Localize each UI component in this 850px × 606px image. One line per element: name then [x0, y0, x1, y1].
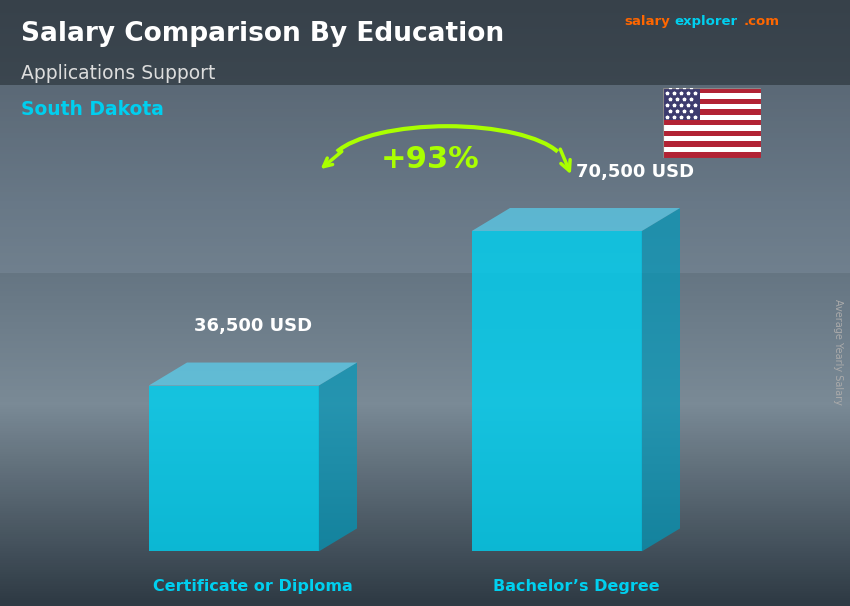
Bar [663, 136, 761, 141]
Bar [663, 120, 761, 125]
Bar [663, 141, 761, 147]
Text: +93%: +93% [381, 145, 479, 174]
Bar [663, 99, 761, 104]
Bar [663, 115, 761, 120]
Text: 36,500 USD: 36,500 USD [194, 318, 312, 335]
Text: .com: .com [744, 15, 779, 28]
Bar [663, 88, 700, 120]
Text: explorer: explorer [674, 15, 737, 28]
Polygon shape [149, 385, 319, 551]
Polygon shape [472, 208, 680, 231]
Bar [663, 93, 761, 99]
Text: South Dakota: South Dakota [21, 100, 164, 119]
Text: Average Yearly Salary: Average Yearly Salary [833, 299, 843, 404]
Polygon shape [149, 362, 357, 385]
Bar [663, 109, 761, 115]
Polygon shape [642, 208, 680, 551]
Text: 70,500 USD: 70,500 USD [576, 163, 694, 181]
Bar [0, 0, 850, 85]
Bar [663, 125, 761, 131]
Bar [0, 0, 850, 273]
Bar [663, 147, 761, 152]
Bar [663, 131, 761, 136]
Bar [663, 88, 761, 93]
Text: Applications Support: Applications Support [21, 64, 216, 82]
Bar [663, 104, 761, 109]
Polygon shape [319, 362, 357, 551]
Bar [663, 152, 761, 158]
Text: Salary Comparison By Education: Salary Comparison By Education [21, 21, 504, 47]
Polygon shape [472, 231, 642, 551]
Text: Bachelor’s Degree: Bachelor’s Degree [492, 579, 660, 594]
Text: Certificate or Diploma: Certificate or Diploma [153, 579, 353, 594]
Text: salary: salary [625, 15, 671, 28]
